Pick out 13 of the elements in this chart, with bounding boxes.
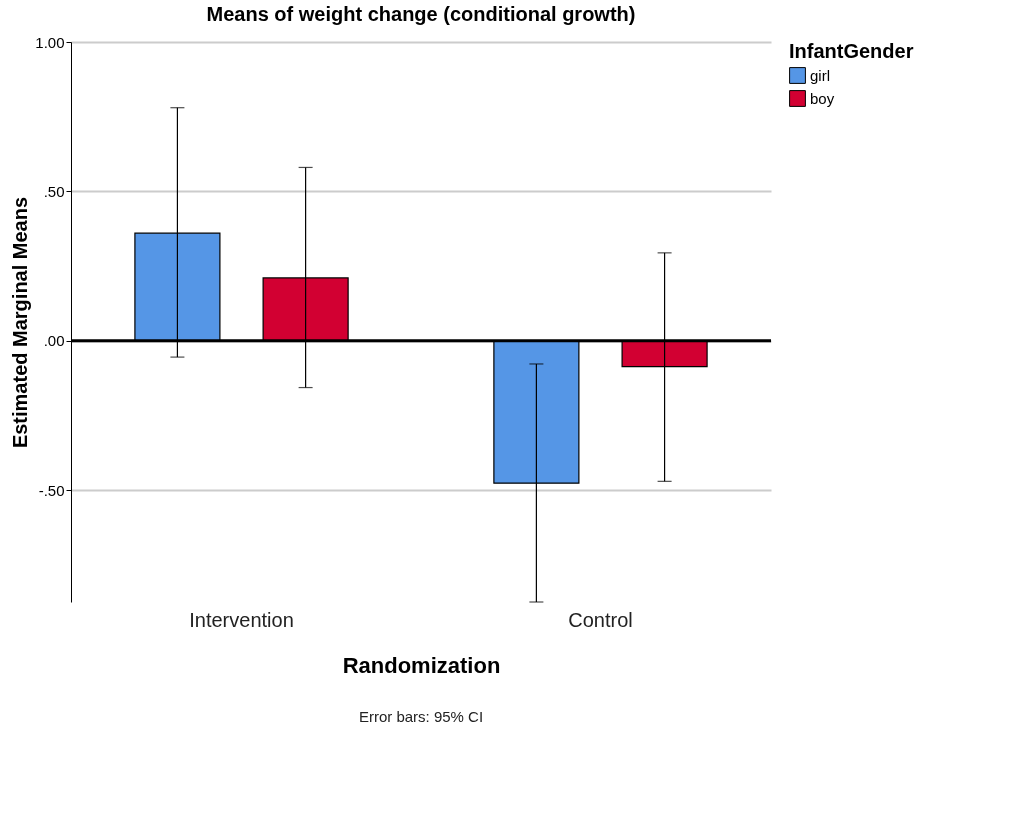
y-tick-label: 1.00 (35, 33, 65, 51)
x-tick-label: Control (568, 608, 633, 631)
y-tick-label: .50 (43, 182, 65, 200)
y-tick-label: -.50 (38, 481, 65, 499)
x-axis-title: Randomization (342, 652, 501, 678)
text: Error bars: 95% CI (358, 708, 484, 725)
chart-title: Means of weight change (conditional growth) (206, 3, 636, 25)
legend-title: InfantGender (789, 40, 914, 62)
x-tick-label: Intervention (189, 608, 294, 631)
legend-label: boy (810, 89, 835, 107)
legend-label: girl (810, 66, 831, 84)
y-axis-title: Estimated Marginal Means (9, 196, 32, 449)
y-tick-label: .00 (43, 332, 65, 350)
